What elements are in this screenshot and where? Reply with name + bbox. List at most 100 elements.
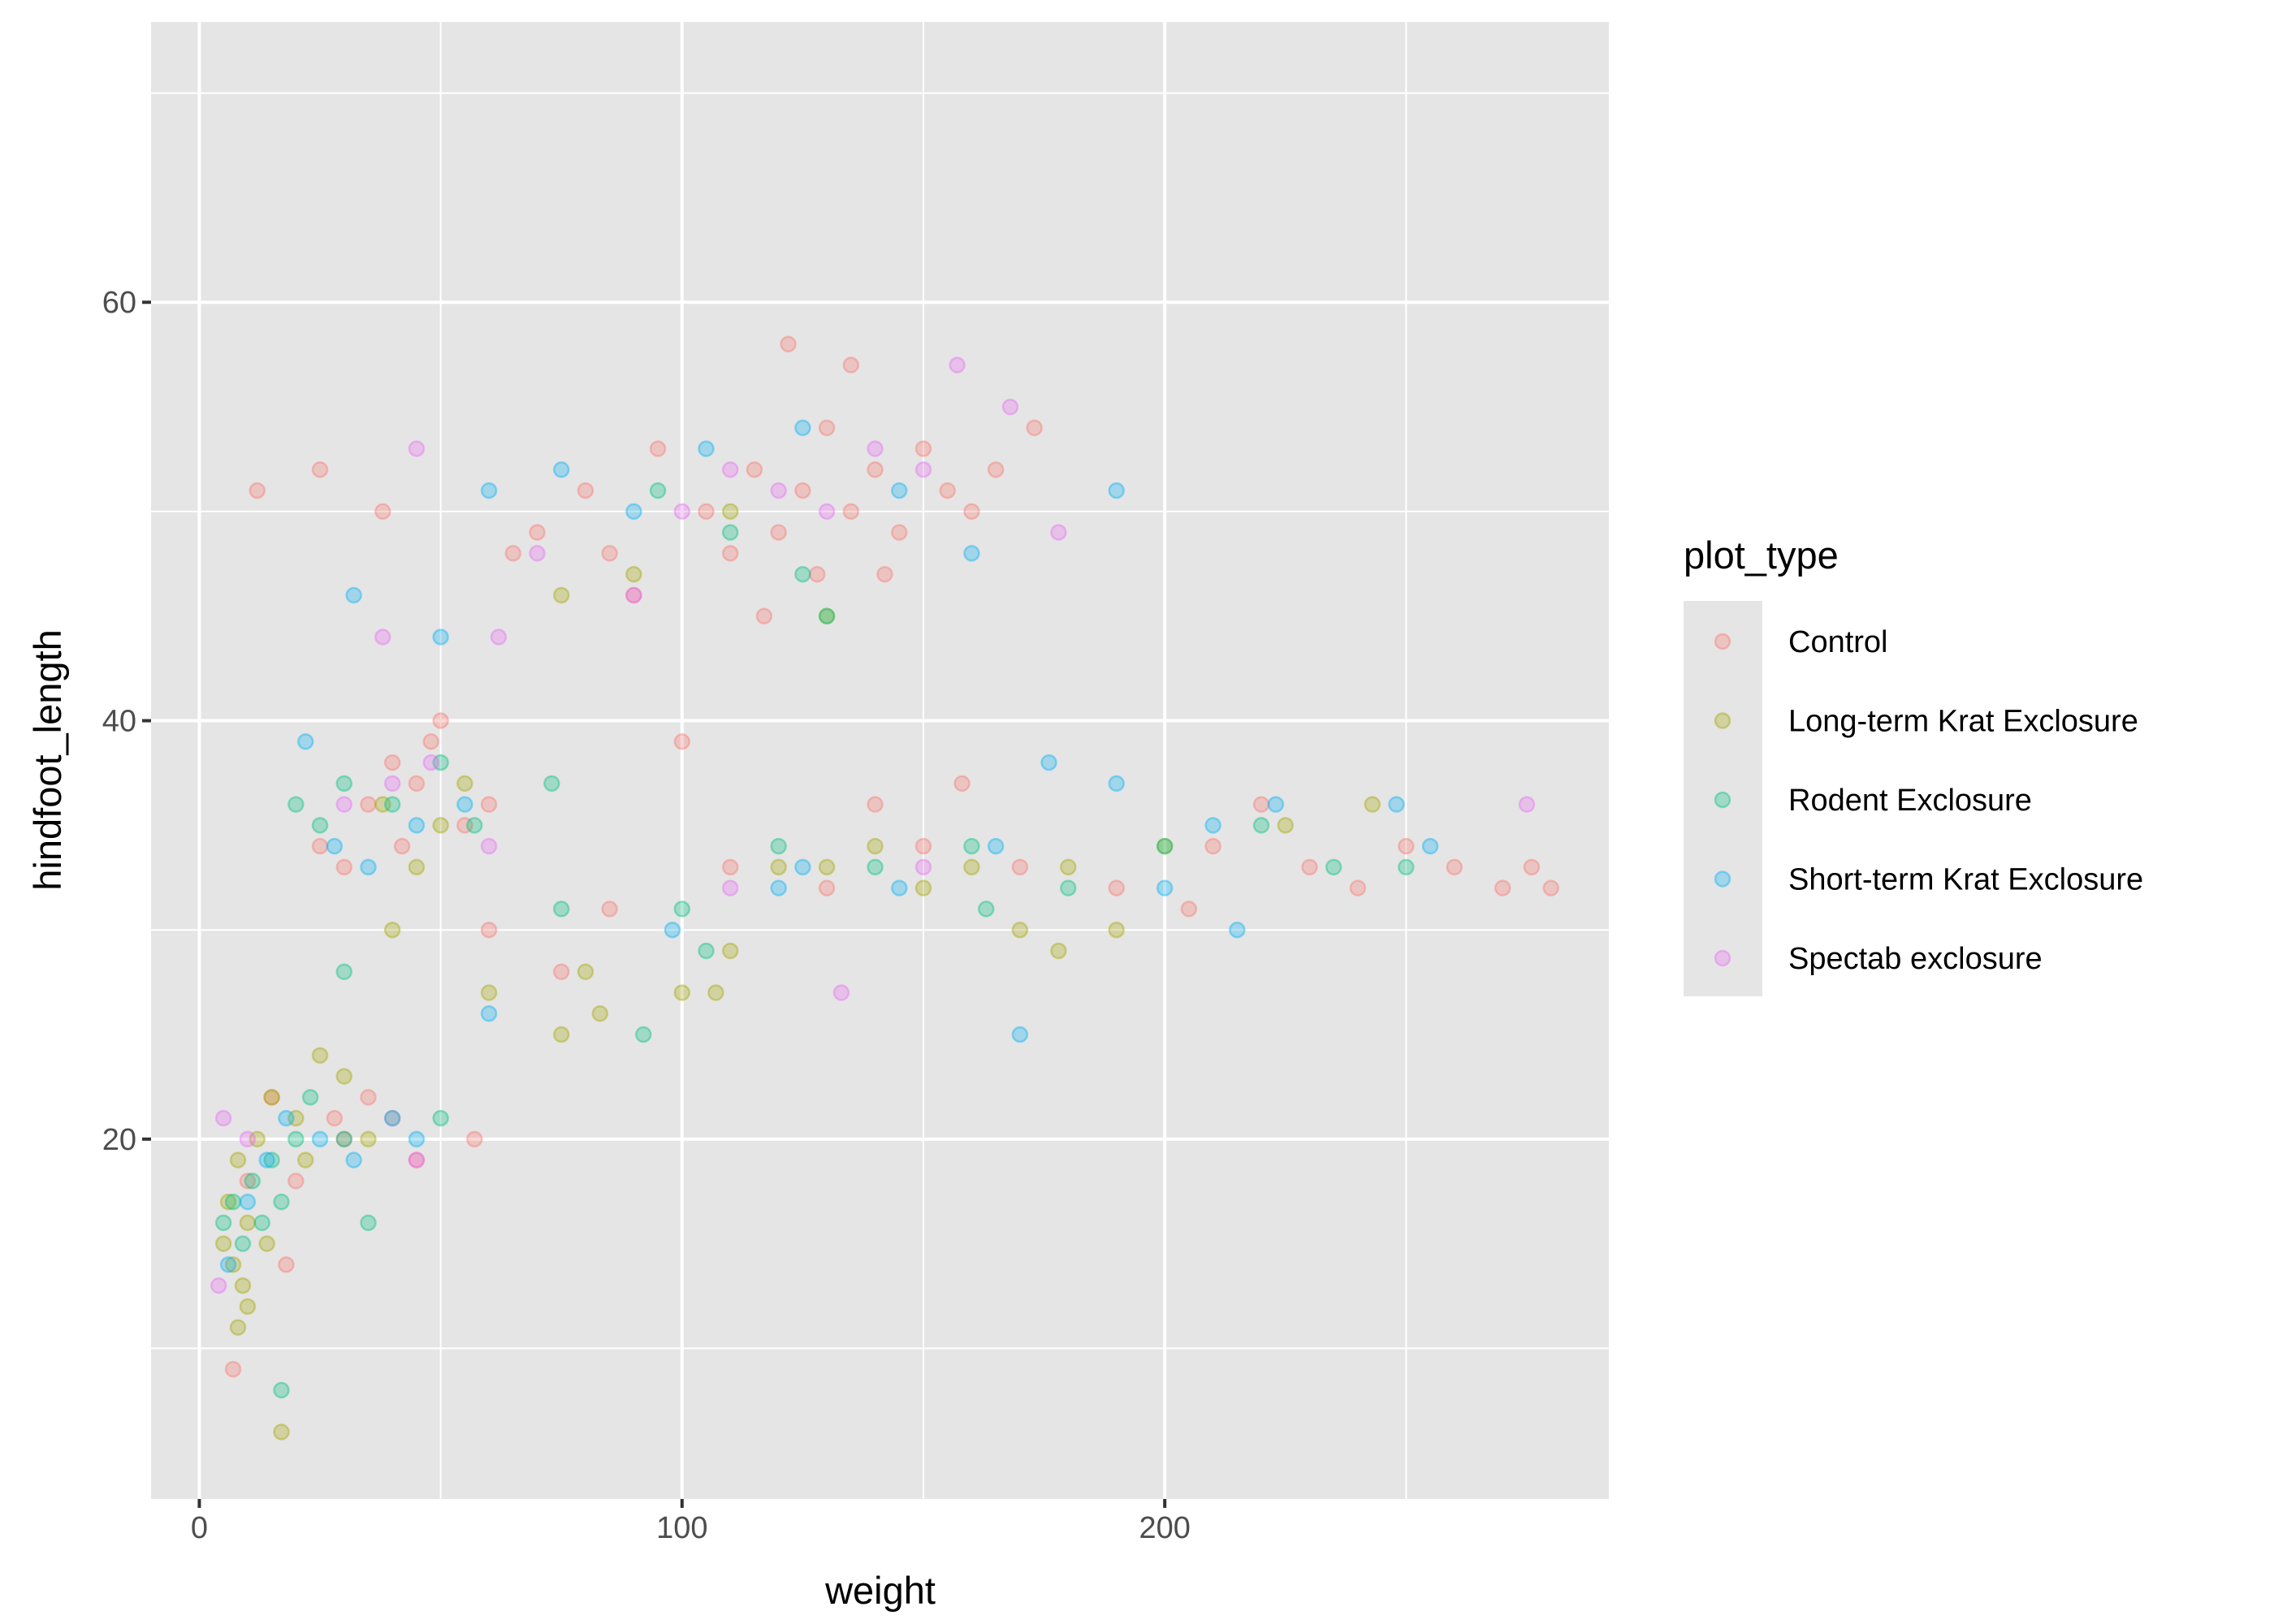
data-point xyxy=(287,1173,305,1190)
data-point xyxy=(422,754,439,771)
legend-label: Spectab exclosure xyxy=(1788,942,2043,976)
data-point xyxy=(794,482,811,499)
data-point xyxy=(842,503,860,520)
y-axis-title: hindfoot_length xyxy=(26,629,69,890)
data-point xyxy=(770,858,787,876)
data-point xyxy=(258,1235,275,1252)
data-point xyxy=(721,545,739,562)
x-axis: 0 100 200 xyxy=(191,1499,1191,1545)
data-point xyxy=(335,775,352,793)
data-point xyxy=(1040,754,1057,771)
data-point xyxy=(794,858,811,876)
data-point xyxy=(867,461,884,478)
data-point xyxy=(552,1026,570,1043)
data-point xyxy=(1011,1026,1029,1043)
data-point xyxy=(1156,879,1174,896)
data-point xyxy=(374,796,391,813)
data-point xyxy=(1252,817,1270,834)
data-point xyxy=(224,1193,242,1211)
data-point xyxy=(239,1214,257,1232)
legend-title: plot_type xyxy=(1684,533,1839,577)
data-point xyxy=(287,1130,305,1148)
data-point xyxy=(273,1423,290,1440)
y-tick-label: 60 xyxy=(102,286,136,320)
data-point xyxy=(914,461,932,478)
data-point xyxy=(1060,879,1077,896)
y-tick-label: 40 xyxy=(102,705,136,739)
data-point xyxy=(978,901,995,918)
data-point xyxy=(480,482,498,499)
data-point xyxy=(953,775,971,793)
data-point xyxy=(625,586,642,604)
data-point xyxy=(408,440,426,457)
data-point xyxy=(263,1151,280,1168)
data-point xyxy=(229,1319,247,1336)
data-point xyxy=(480,796,498,813)
legend-item: Long-term Krat Exclosure xyxy=(1714,705,2138,739)
data-point xyxy=(1388,796,1405,813)
data-point xyxy=(278,1109,295,1127)
legend-key-icon xyxy=(1714,712,1731,729)
legend-label: Control xyxy=(1788,625,1888,659)
data-point xyxy=(1050,524,1067,541)
data-point xyxy=(219,1193,237,1211)
data-point xyxy=(393,837,411,855)
data-point xyxy=(529,545,546,562)
data-point xyxy=(673,984,691,1001)
data-point xyxy=(311,837,329,855)
data-point xyxy=(432,817,449,834)
data-point xyxy=(721,858,739,876)
data-point xyxy=(244,1173,262,1190)
data-point xyxy=(504,545,522,562)
data-point xyxy=(707,984,724,1001)
data-point xyxy=(673,733,691,750)
data-point xyxy=(963,858,980,876)
data-point xyxy=(335,796,352,813)
legend: plot_type Control Long-term Krat Exclosur… xyxy=(1684,533,2143,996)
data-point xyxy=(1301,858,1318,876)
data-point xyxy=(1398,858,1415,876)
data-point xyxy=(239,1193,257,1211)
y-tick-label: 20 xyxy=(102,1123,136,1157)
data-point xyxy=(408,775,426,793)
data-point xyxy=(258,1151,275,1168)
data-point xyxy=(1204,837,1221,855)
data-point xyxy=(432,712,449,729)
data-point xyxy=(1011,921,1029,939)
data-point xyxy=(326,1109,344,1127)
data-point xyxy=(832,984,850,1001)
data-point xyxy=(480,837,498,855)
data-point xyxy=(808,565,826,583)
data-point xyxy=(456,796,473,813)
data-point xyxy=(432,628,449,646)
y-axis: 20 40 60 xyxy=(102,286,151,1157)
data-point xyxy=(234,1276,252,1294)
data-point xyxy=(1108,921,1125,939)
legend-label: Rodent Exclosure xyxy=(1788,784,2032,818)
data-point xyxy=(383,1109,401,1127)
data-point xyxy=(335,1130,352,1148)
x-tick-label: 200 xyxy=(1139,1511,1190,1545)
data-point xyxy=(552,901,570,918)
major-gridlines xyxy=(151,22,1609,1499)
data-point xyxy=(818,419,836,437)
data-point xyxy=(214,1235,232,1252)
data-point xyxy=(287,1109,305,1127)
data-point xyxy=(408,1130,426,1148)
data-point xyxy=(770,837,787,855)
data-points xyxy=(210,335,1559,1440)
legend-key-background xyxy=(1684,601,1762,996)
data-point xyxy=(422,733,439,750)
data-point xyxy=(1108,879,1125,896)
data-point xyxy=(552,586,570,604)
data-point xyxy=(721,461,739,478)
data-point xyxy=(383,796,401,813)
legend-item: Rodent Exclosure xyxy=(1714,784,2032,818)
data-point xyxy=(1421,837,1439,855)
data-point xyxy=(721,942,739,960)
data-point xyxy=(229,1151,247,1168)
data-point xyxy=(1156,837,1174,855)
data-point xyxy=(963,837,980,855)
data-point xyxy=(408,858,426,876)
data-point xyxy=(408,1151,426,1168)
